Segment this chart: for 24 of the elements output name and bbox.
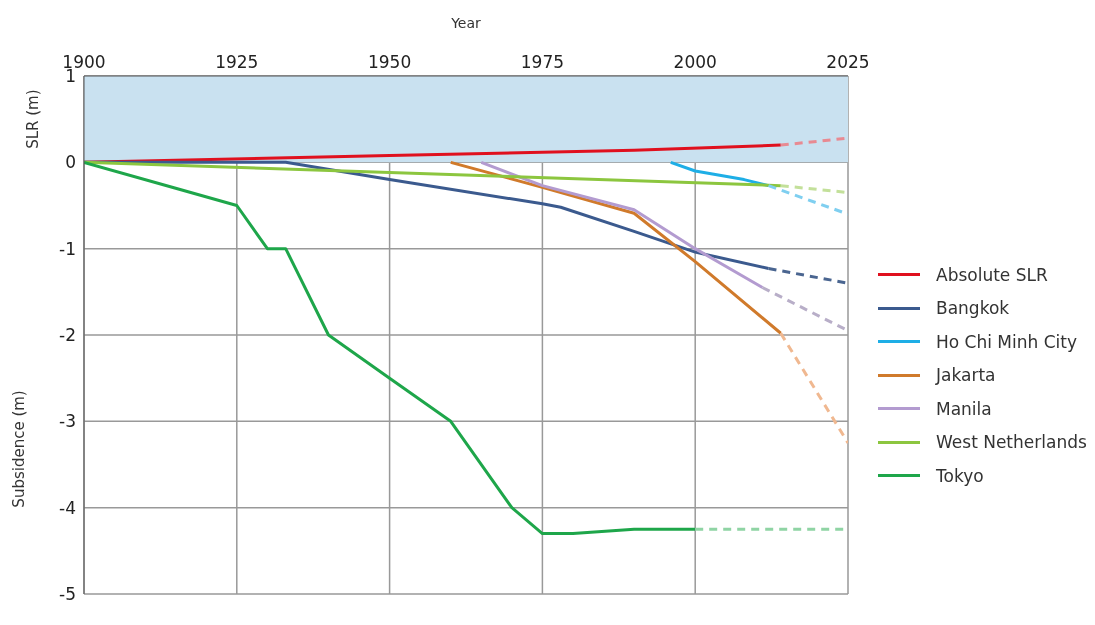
legend-label: Ho Chi Minh City bbox=[936, 331, 1078, 352]
x-tick-label: 1975 bbox=[520, 52, 565, 72]
legend-label: Tokyo bbox=[936, 465, 984, 486]
legend-label: Absolute SLR bbox=[936, 264, 1048, 285]
legend-label: Jakarta bbox=[936, 365, 996, 386]
band-label: SLR (m) bbox=[24, 89, 43, 149]
y-tick-label: -4 bbox=[59, 497, 76, 518]
x-tick-label: 1950 bbox=[367, 52, 412, 72]
y-tick-label: -5 bbox=[59, 584, 76, 605]
y-axis-title: Subsidence (m) bbox=[10, 390, 29, 508]
x-tick-label: 2025 bbox=[826, 52, 870, 72]
x-tick-label: 1925 bbox=[215, 52, 259, 72]
y-tick-label: -1 bbox=[59, 238, 76, 259]
legend-label: West Netherlands bbox=[936, 432, 1087, 453]
y-tick-label: 0 bbox=[65, 152, 76, 173]
legend-label: Manila bbox=[936, 398, 992, 419]
line-series bbox=[449, 160, 783, 335]
y-tick-label: -3 bbox=[59, 411, 76, 432]
x-axis-title: Year bbox=[450, 14, 482, 31]
y-tick-label: -2 bbox=[59, 325, 76, 346]
line-series bbox=[84, 160, 697, 536]
legend-label: Bangkok bbox=[936, 298, 1010, 319]
x-tick-label: 2000 bbox=[673, 52, 717, 72]
line-series bbox=[479, 160, 764, 290]
